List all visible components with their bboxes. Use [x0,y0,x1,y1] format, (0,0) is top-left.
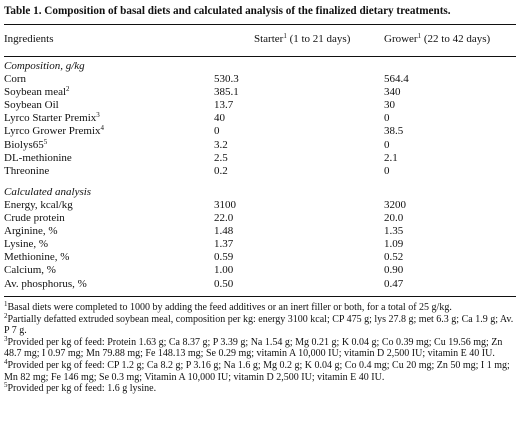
table-title: Table 1. Composition of basal diets and … [4,5,451,17]
header-starter: Starter1 (1 to 21 days) [254,32,351,46]
starter-value: 13.7 [214,99,234,112]
starter-value: 3100 [214,198,236,211]
grower-value: 0 [384,138,390,151]
grower-value: 2.1 [384,151,398,164]
footnote: 2Partially defatted extruded soybean mea… [4,311,514,337]
starter-value: 0.2 [214,164,228,177]
section-spacer [4,178,516,186]
grower-value: 0.52 [384,251,404,264]
grower-value: 0 [384,112,390,125]
ingredient-name: Crude protein [4,212,65,225]
starter-value: 0.50 [214,277,234,290]
table-row: Biolys655 3.2 0 [4,137,516,152]
grower-value: 1.09 [384,238,404,251]
grower-value: 3200 [384,198,406,211]
ingredient-name: Lyrco Starter Premix3 [4,111,100,125]
header-grower: Grower1 (22 to 42 days) [384,32,491,46]
table-row: Soybean Oil 13.7 30 [4,99,516,112]
starter-value: 0 [214,125,220,138]
header-rule [4,56,516,57]
table-row: Energy, kcal/kg 3100 3200 [4,199,516,212]
data-table: Ingredients Starter1 (1 to 21 days) Grow… [4,30,516,48]
table-row: Methionine, % 0.59 0.52 [4,251,516,264]
ingredient-name: Calcium, % [4,264,56,277]
ingredient-name: Lysine, % [4,238,48,251]
ingredient-name: Av. phosphorus, % [4,277,87,290]
ingredient-name: Threonine [4,164,50,177]
grower-value: 0 [384,164,390,177]
table-row: Lysine, % 1.37 1.09 [4,238,516,251]
ingredient-name: DL-methionine [4,151,72,164]
section-calculated: Calculated analysis [4,185,92,198]
starter-value: 1.00 [214,264,234,277]
grower-value: 340 [384,86,401,99]
footnote: 4Provided per kg of feed: CP 1.2 g; Ca 8… [4,357,510,383]
table-row: Lyrco Grower Premix4 0 38.5 [4,125,516,138]
table-header-row: Ingredients Starter1 (1 to 21 days) Grow… [4,30,516,48]
footnote: 1Basal diets were completed to 1000 by a… [4,300,452,314]
table-row: Soybean meal2 385.1 340 [4,86,516,99]
starter-value: 22.0 [214,212,234,225]
grower-value: 20.0 [384,212,404,225]
grower-value: 0.90 [384,264,404,277]
top-rule [4,24,516,25]
ingredient-name: Soybean meal2 [4,85,70,99]
ingredient-name: Corn [4,73,26,86]
starter-value: 1.37 [214,238,234,251]
grower-value: 30 [384,99,395,112]
table-row: Av. phosphorus, % 0.50 0.47 [4,278,516,291]
section-composition: Composition, g/kg [4,60,85,72]
footnotes: 1Basal diets were completed to 1000 by a… [4,300,516,395]
starter-value: 530.3 [214,73,239,86]
table-row: Arginine, % 1.48 1.35 [4,225,516,238]
table-row: Calcium, % 1.00 0.90 [4,264,516,277]
ingredient-name: Methionine, % [4,251,70,264]
footnote: 5Provided per kg of feed: 1.6 g lysine. [4,381,157,395]
ingredient-name: Energy, kcal/kg [4,198,73,211]
table-row: Lyrco Starter Premix3 40 0 [4,112,516,125]
table-body: Composition, g/kg Corn 530.3 564.4 Soybean … [4,60,516,291]
ingredient-name: Arginine, % [4,225,58,238]
starter-value: 385.1 [214,86,239,99]
grower-value: 38.5 [384,125,404,138]
footnote: 3Provided per kg of feed: Protein 1.63 g… [4,334,503,360]
starter-value: 3.2 [214,138,228,151]
grower-value: 564.4 [384,73,409,86]
ingredient-name: Biolys655 [4,137,48,151]
grower-value: 1.35 [384,225,404,238]
starter-value: 1.48 [214,225,234,238]
grower-value: 0.47 [384,277,404,290]
bottom-rule [4,296,516,297]
table-row: Threonine 0.2 0 [4,165,516,178]
ingredient-name: Soybean Oil [4,99,59,112]
header-ingredients: Ingredients [4,33,54,45]
starter-value: 2.5 [214,151,228,164]
starter-value: 0.59 [214,251,234,264]
table-row: Corn 530.3 564.4 [4,73,516,86]
table-row: Crude protein 22.0 20.0 [4,212,516,225]
starter-value: 40 [214,112,225,125]
ingredient-name: Lyrco Grower Premix4 [4,124,105,138]
table-row: DL-methionine 2.5 2.1 [4,152,516,165]
